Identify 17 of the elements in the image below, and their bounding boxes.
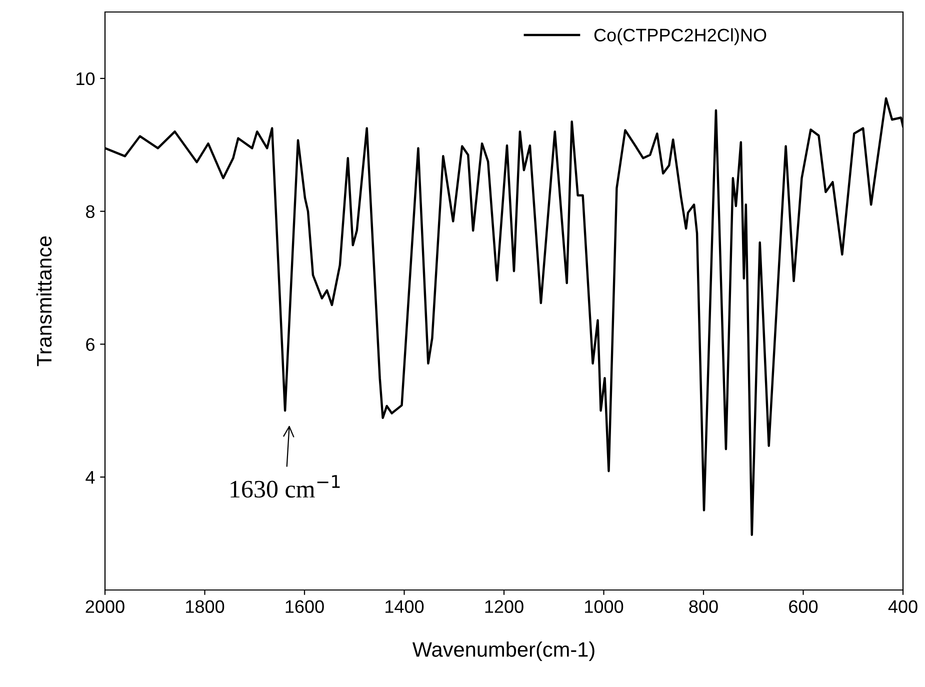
x-tick-label: 400 [888, 600, 918, 613]
x-tick-label: 1000 [585, 600, 624, 613]
legend-label: Co(CTPPC2H2Cl)NO [594, 28, 766, 46]
y-tick-label: 4 [86, 471, 95, 484]
annotation: 1630 cm$^{−1}$ [230, 475, 340, 498]
y-tick-label: 6 [86, 338, 94, 351]
x-tick-label: 1800 [186, 600, 224, 613]
x-tick-label: 1200 [485, 600, 524, 613]
y-tick-label: 8 [86, 205, 94, 218]
y-axis-title: Transmittance [36, 236, 52, 366]
x-tick-label: 2000 [86, 600, 124, 613]
y-tick-label: 10 [76, 72, 95, 86]
x-tick-label: 1600 [286, 600, 324, 613]
x-tick-label: 1400 [386, 600, 424, 613]
x-tick-label: 800 [689, 600, 718, 613]
x-axis-title: Wavenumber(cm-1) [412, 642, 594, 661]
x-tick-label: 600 [789, 600, 818, 613]
